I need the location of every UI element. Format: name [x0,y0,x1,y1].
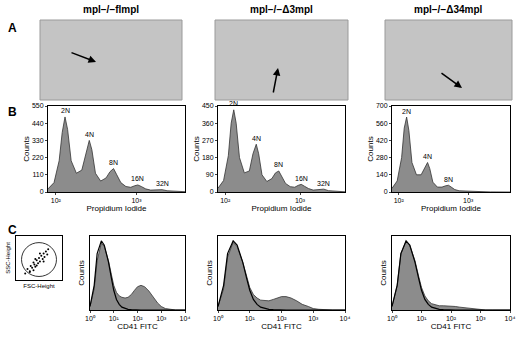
svg-text:280: 280 [376,154,388,161]
svg-text:32N: 32N [156,180,169,187]
svg-text:90: 90 [206,171,214,178]
svg-text:2N: 2N [229,100,238,107]
svg-text:2N: 2N [61,107,70,114]
svg-text:10³: 10³ [295,197,306,204]
svg-text:Counts: Counts [77,260,86,285]
svg-text:4N: 4N [252,135,261,142]
svg-text:10⁰: 10⁰ [387,315,398,322]
svg-text:SSC-Height: SSC-Height [5,242,11,274]
svg-text:450: 450 [202,102,214,109]
svg-text:Counts: Counts [192,136,201,161]
svg-text:Propidium Iodide: Propidium Iodide [421,204,482,213]
svg-text:270: 270 [202,137,214,144]
svg-text:Counts: Counts [366,136,375,161]
svg-text:0: 0 [40,188,44,195]
svg-text:10²: 10² [394,197,405,204]
svg-text:10³: 10³ [463,197,474,204]
svg-text:140: 140 [376,171,388,178]
svg-text:A: A [8,21,17,35]
svg-text:FSC-Height: FSC-Height [23,283,55,289]
svg-text:4N: 4N [423,153,432,160]
svg-text:C: C [8,223,17,237]
svg-text:mpl−/−Δ3mpl: mpl−/−Δ3mpl [250,4,313,15]
svg-text:mpl−/−Δ34mpl: mpl−/−Δ34mpl [414,4,483,15]
svg-text:CD41 FITC: CD41 FITC [117,322,158,331]
svg-text:110: 110 [32,171,43,178]
svg-text:32N: 32N [317,180,330,187]
svg-text:Propidium Iodide: Propidium Iodide [251,204,312,213]
svg-text:700: 700 [376,102,388,109]
svg-text:mpl−/−flmpl: mpl−/−flmpl [83,4,139,15]
svg-text:CD41 FITC: CD41 FITC [431,322,472,331]
svg-text:10³: 10³ [308,315,319,322]
svg-text:10¹: 10¹ [109,315,120,322]
svg-text:10⁰: 10⁰ [85,315,96,322]
svg-text:10¹: 10¹ [416,315,427,322]
svg-text:0: 0 [210,188,214,195]
svg-text:10³: 10³ [131,197,142,204]
svg-text:360: 360 [202,120,214,127]
svg-text:10⁴: 10⁴ [505,315,516,322]
svg-text:10⁴: 10⁴ [180,315,191,322]
svg-text:10⁰: 10⁰ [213,315,224,322]
svg-text:10¹: 10¹ [245,315,256,322]
svg-text:10²: 10² [51,197,62,204]
svg-text:220: 220 [32,154,44,161]
svg-text:16N: 16N [295,175,308,182]
svg-text:10²: 10² [446,315,457,322]
svg-text:8N: 8N [444,176,453,183]
svg-text:10²: 10² [132,315,143,322]
svg-text:16N: 16N [131,175,144,182]
svg-text:10³: 10³ [156,315,167,322]
svg-text:10⁴: 10⁴ [340,315,351,322]
svg-text:8N: 8N [109,159,118,166]
svg-text:10²: 10² [276,315,287,322]
svg-text:CD41 FITC: CD41 FITC [261,322,302,331]
svg-text:Counts: Counts [205,260,214,285]
svg-text:Propidium Iodide: Propidium Iodide [86,204,147,213]
svg-text:10³: 10³ [475,315,486,322]
svg-text:8N: 8N [274,161,283,168]
svg-text:Counts: Counts [22,136,31,161]
svg-text:550: 550 [32,102,44,109]
svg-text:2N: 2N [402,108,411,115]
svg-text:440: 440 [32,120,44,127]
svg-text:4N: 4N [85,131,94,138]
svg-text:420: 420 [376,137,388,144]
svg-text:180: 180 [202,154,214,161]
svg-text:560: 560 [376,120,388,127]
svg-text:0: 0 [384,188,388,195]
svg-text:10²: 10² [220,197,231,204]
svg-text:Counts: Counts [379,260,388,285]
svg-text:330: 330 [32,137,44,144]
svg-text:B: B [8,105,17,119]
